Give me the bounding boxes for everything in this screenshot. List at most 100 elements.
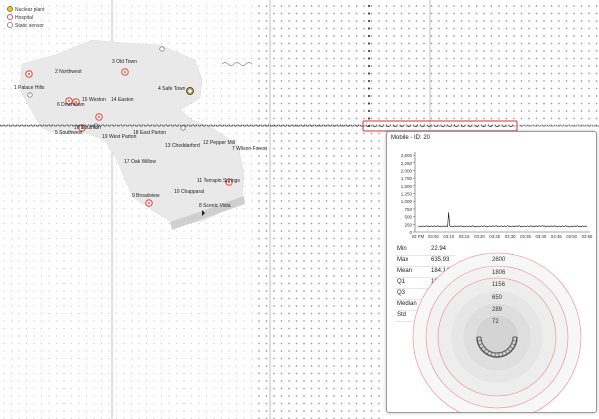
hospital-marker[interactable] [95,113,103,121]
legend-label-2: Static sensor [15,23,44,29]
x-tick-label: 03:50 [566,234,577,239]
ring-label: 1156 [492,282,506,288]
x-tick-label: 03:30 [505,234,516,239]
x-tick-label: 03:10 [443,234,454,239]
x-tick-label: 03:40 [536,234,547,239]
x-tick-label: 03:20 [474,234,485,239]
legend-label-1: Hospital [15,15,33,21]
neighborhood-label: 13 Cheddarford [165,143,200,149]
y-tick-label: 1,750 [401,176,413,181]
neighborhood-label: 8 Scenic Vista [199,203,231,209]
neighborhood-label: 17 Oak Willow [124,159,156,165]
popup-title: Mobile - ID: 20 [391,135,431,141]
legend-label-0: Nuclear plant [15,7,45,13]
neighborhood-label: 18 East Parton [133,130,166,136]
hospital-marker[interactable] [121,68,129,76]
stat-value: 184.14 [431,268,450,274]
reading-tick [504,350,508,355]
x-tick-label: 03:35 [520,234,531,239]
ring-label: 1806 [492,270,506,276]
hospital-icon [6,13,14,21]
ring-label: 650 [492,295,503,301]
stat-label: Std [397,312,407,318]
y-tick-label: 2,500 [401,153,413,158]
neighborhood-label: 5 Southwest [55,130,83,136]
series-line [417,212,588,228]
hospital-marker[interactable] [78,124,86,132]
ring-label: 289 [492,307,503,313]
hospital-marker[interactable] [225,178,233,186]
ring-label: 72 [492,319,499,325]
y-tick-label: 250 [404,222,412,227]
x-tick-label: 03:15 [459,234,470,239]
neighborhood-label: 12 Pepper Mill [203,140,235,146]
reading-tick [511,343,516,346]
stat-label: Median [397,301,417,307]
stat-value: 22.94 [431,246,447,252]
mobile-trail [221,62,253,66]
time-series-chart: 0 250 500 750 1,000 1,250 1,500 1,750 2,000 2,250… [401,152,593,239]
y-tick-label: 500 [404,215,412,220]
hospital-markers [25,68,233,207]
y-tick-label: 2,250 [401,161,413,166]
neighborhood-label: 9 Broadview [132,193,160,199]
neighborhood-label: 16 Southton [74,125,101,131]
neighborhood-label: 10 Chapparal [174,189,204,195]
scenic-vista-marker [202,210,205,216]
neighborhood-label: 19 West Parton [102,134,137,140]
neighborhood-label: 4 Safe Town [158,86,186,92]
static-sensor-marker[interactable] [159,46,165,52]
y-tick-label: 1,250 [401,192,413,197]
neighborhood-label: 11 Terrapin Springs [197,178,240,184]
reading-tick [478,343,483,346]
nuclear-icon [7,6,13,12]
ring-label: 2600 [492,257,506,263]
stat-label: Q3 [397,290,406,296]
static-sensor-markers [27,46,193,131]
stat-row: Mean 184.14 [395,267,455,278]
y-tick-label: 1,000 [401,199,413,204]
reading-tick [486,350,490,355]
sensor-detail-popup[interactable]: Mobile - ID: 20 0 250 500 750 1,000 1,250 1,50… [386,131,597,413]
neighborhood-label: 7 Wilson Forest [232,146,267,152]
x-tick-label: 03:55 [582,234,593,239]
stat-value: 635.93 [431,257,450,263]
reading-tick [480,346,485,350]
reading-tick [509,346,514,350]
neighborhood-labels: 1 Palace Hills 2 Northwest 3 Old Town 4 Saf… [14,59,267,216]
scenic-vista-strip [170,196,245,230]
stat-label: Max [397,257,409,263]
static-sensor-marker[interactable] [180,125,186,131]
hospital-marker[interactable] [25,70,33,78]
mobile-sensor-track[interactable] [0,124,599,127]
neighborhood-label: 1 Palace Hills [14,85,45,91]
reading-tick [477,339,482,342]
stat-label: Q1 [397,279,406,285]
stat-label: Min [397,246,407,252]
static-sensor-marker[interactable] [27,92,33,98]
reading-tick [483,348,487,353]
hospital-marker[interactable] [65,97,73,105]
hospital-marker[interactable] [72,98,80,106]
x-tick-label: 03:05 [428,234,439,239]
neighborhood-label: 6 Downtown [57,102,85,108]
stat-row: Max 635.93 [395,256,455,267]
hospital-marker[interactable] [145,199,153,207]
legend: Nuclear plant Hospital Static sensor [6,6,45,29]
radial-chart: 2600 1806 1156 650 289 72 [412,252,582,412]
x-tick-label: 03:45 [551,234,562,239]
reading-tick [490,352,493,357]
neighborhood-label: 2 Northwest [55,69,82,75]
x-tick-label: 03:25 [489,234,500,239]
static-sensor-marker[interactable] [187,88,193,94]
reading-tick [501,352,504,357]
stat-label: Mean [397,268,413,274]
stat-row: Min 22.94 [395,245,455,256]
reading-tick [507,348,511,353]
x-tick-label: 03 PM [412,234,425,239]
neighborhood-label: 14 Easton [111,97,134,103]
neighborhood-label: 3 Old Town [112,59,137,65]
readings-arc-inner [480,336,514,354]
y-tick-label: 750 [404,207,412,212]
